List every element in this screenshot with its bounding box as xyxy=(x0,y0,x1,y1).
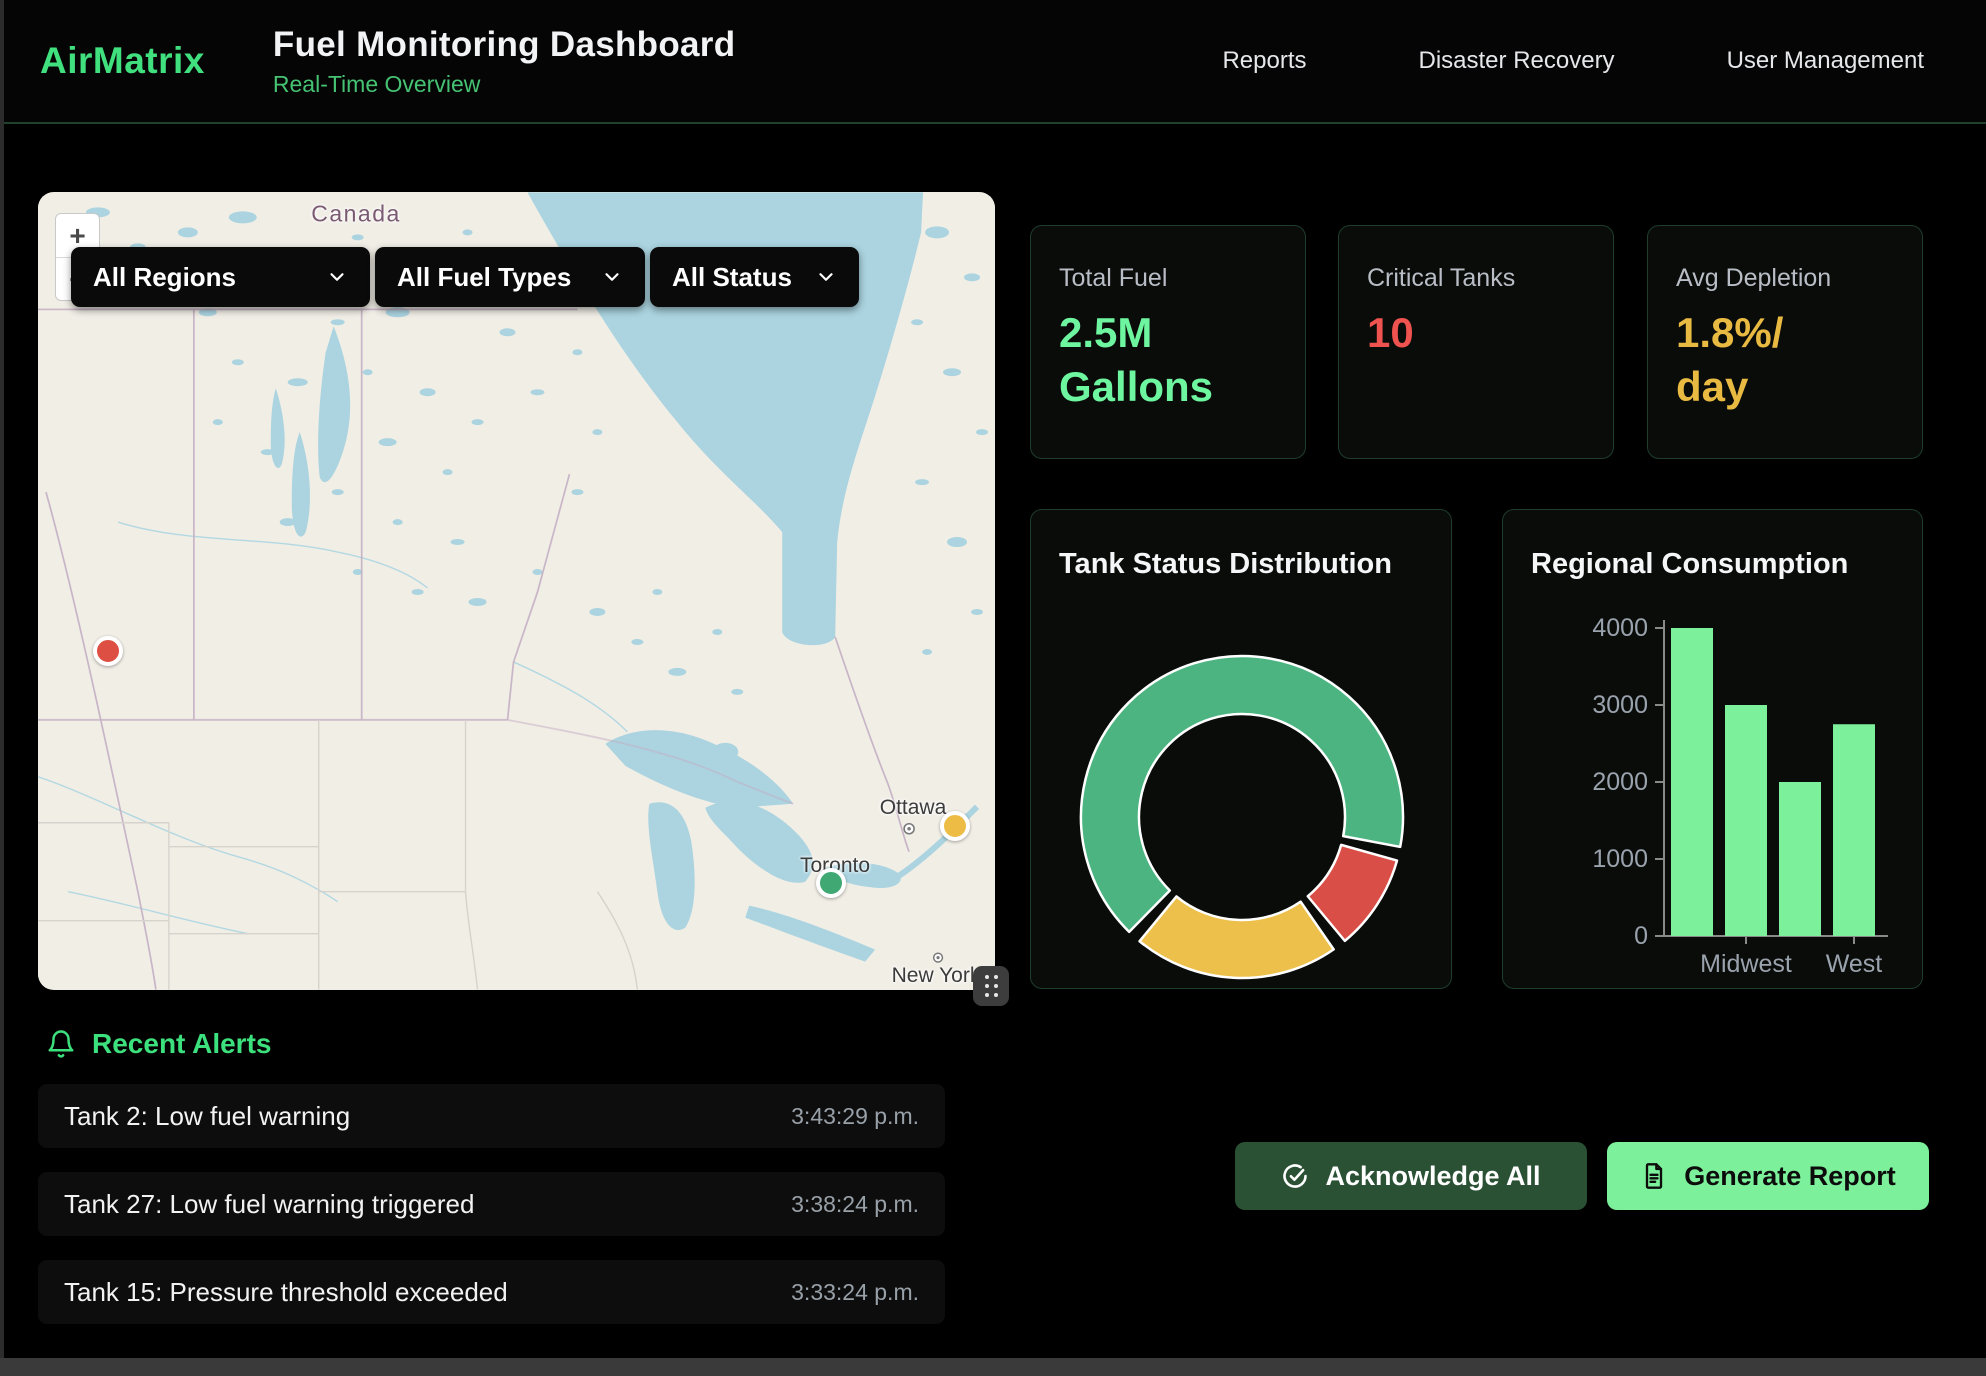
tank-marker-warning[interactable] xyxy=(940,811,970,841)
page-subtitle: Real-Time Overview xyxy=(273,71,735,98)
y-tick-label: 2000 xyxy=(1592,768,1648,796)
status-dropdown-value: All Status xyxy=(672,262,792,293)
dashboard-root: AirMatrix Fuel Monitoring Dashboard Real… xyxy=(0,0,1986,1376)
alert-text: Tank 2: Low fuel warning xyxy=(64,1101,350,1132)
chevron-down-icon xyxy=(326,266,348,288)
kpi-value: 1.8%/ day xyxy=(1676,306,1783,414)
consumption-bar xyxy=(1671,628,1713,936)
window-edge xyxy=(0,0,4,1376)
nav-reports[interactable]: Reports xyxy=(1222,47,1306,75)
y-tick-label: 4000 xyxy=(1592,614,1648,642)
city-dot-ottawa xyxy=(904,824,914,834)
generate-report-label: Generate Report xyxy=(1684,1161,1896,1192)
kpi-card-critical-tanks: Critical Tanks 10 xyxy=(1338,225,1614,459)
alert-row: Tank 15: Pressure threshold exceeded 3:3… xyxy=(38,1260,945,1324)
kpi-label: Total Fuel xyxy=(1059,264,1167,293)
acknowledge-all-button[interactable]: Acknowledge All xyxy=(1235,1142,1587,1210)
alerts-title: Recent Alerts xyxy=(92,1028,271,1060)
x-tick-label: West xyxy=(1826,950,1883,978)
generate-report-button[interactable]: Generate Report xyxy=(1607,1142,1929,1210)
app-header: AirMatrix Fuel Monitoring Dashboard Real… xyxy=(0,0,1986,124)
page-title: Fuel Monitoring Dashboard xyxy=(273,25,735,65)
window-bottom-bar xyxy=(0,1358,1986,1376)
donut-segment-critical xyxy=(1308,845,1397,941)
alert-text: Tank 27: Low fuel warning triggered xyxy=(64,1189,474,1220)
nav-disaster-recovery[interactable]: Disaster Recovery xyxy=(1419,47,1615,75)
y-tick-label: 3000 xyxy=(1592,691,1648,719)
kpi-value: 10 xyxy=(1367,306,1414,360)
kpi-label: Critical Tanks xyxy=(1367,264,1515,293)
kpi-card-total-fuel: Total Fuel 2.5M Gallons xyxy=(1030,225,1306,459)
alert-text: Tank 15: Pressure threshold exceeded xyxy=(64,1277,508,1308)
consumption-bar xyxy=(1833,724,1875,936)
alerts-header: Recent Alerts xyxy=(46,1028,271,1060)
kpi-label: Avg Depletion xyxy=(1676,264,1831,293)
regions-dropdown[interactable]: All Regions xyxy=(71,247,370,307)
acknowledge-all-label: Acknowledge All xyxy=(1325,1161,1540,1192)
document-icon xyxy=(1640,1162,1668,1190)
regional-consumption-card: Regional Consumption 01000200030004000Mi… xyxy=(1502,509,1923,989)
alert-timestamp: 3:43:29 p.m. xyxy=(791,1103,919,1130)
bell-icon xyxy=(46,1029,76,1059)
tank-marker-normal[interactable] xyxy=(816,868,846,898)
alert-row: Tank 27: Low fuel warning triggered 3:38… xyxy=(38,1172,945,1236)
main-nav: Reports Disaster Recovery User Managemen… xyxy=(1222,47,1924,75)
y-tick-label: 0 xyxy=(1634,922,1648,950)
status-dropdown[interactable]: All Status xyxy=(650,247,859,307)
chevron-down-icon xyxy=(815,266,837,288)
consumption-bar xyxy=(1725,705,1767,936)
fuel-types-dropdown[interactable]: All Fuel Types xyxy=(375,247,645,307)
brand-logo: AirMatrix xyxy=(40,40,205,82)
title-block: Fuel Monitoring Dashboard Real-Time Over… xyxy=(273,25,735,98)
donut-segment-warning xyxy=(1140,896,1334,978)
tank-status-card: Tank Status Distribution xyxy=(1030,509,1452,989)
city-dot-new-york xyxy=(934,953,943,962)
map-resize-handle[interactable] xyxy=(973,966,1009,1006)
regional-consumption-bar-chart: 0 1000 2000 3000 4000 Midwest West xyxy=(1503,510,1924,990)
chevron-down-icon xyxy=(601,266,623,288)
consumption-bar xyxy=(1779,782,1821,936)
alert-row: Tank 2: Low fuel warning 3:43:29 p.m. xyxy=(38,1084,945,1148)
nav-user-management[interactable]: User Management xyxy=(1727,47,1924,75)
regions-dropdown-value: All Regions xyxy=(93,262,236,293)
kpi-card-avg-depletion: Avg Depletion 1.8%/ day xyxy=(1647,225,1923,459)
kpi-value: 2.5M Gallons xyxy=(1059,306,1213,414)
tank-status-donut-chart xyxy=(1031,510,1453,990)
tank-marker-critical[interactable] xyxy=(93,636,123,666)
y-tick-label: 1000 xyxy=(1592,845,1648,873)
x-tick-label: Midwest xyxy=(1700,950,1792,978)
alert-timestamp: 3:38:24 p.m. xyxy=(791,1191,919,1218)
alert-timestamp: 3:33:24 p.m. xyxy=(791,1279,919,1306)
fuel-map[interactable]: Canada OttawaTorontoNew York + − All Reg… xyxy=(38,192,995,990)
check-circle-icon xyxy=(1281,1162,1309,1190)
map-filter-bar: All Regions All Fuel Types All Status xyxy=(71,247,859,307)
map-canvas[interactable] xyxy=(38,192,995,990)
fuel-types-dropdown-value: All Fuel Types xyxy=(397,262,571,293)
